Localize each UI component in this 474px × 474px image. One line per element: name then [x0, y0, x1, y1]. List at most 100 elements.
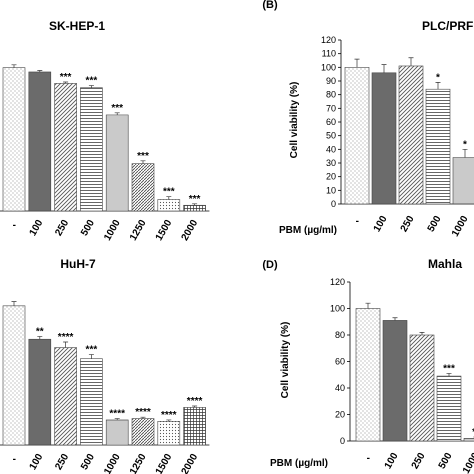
error-bar — [166, 419, 172, 422]
x-tick-label: 1000 — [102, 218, 123, 243]
error-bar — [63, 341, 69, 348]
bar — [183, 204, 206, 212]
y-tick-label: 110 — [322, 49, 336, 59]
x-tick-label: - — [13, 454, 16, 465]
x-tick-label: 1000 — [102, 452, 123, 474]
error-bar — [192, 203, 198, 206]
bar — [398, 65, 424, 205]
bar — [28, 338, 52, 446]
y-tick-label: 30 — [326, 158, 336, 168]
error-bar — [435, 82, 441, 90]
panel-mahla: (D) Mahla Cell viability (%) PBM (µg/ml)… — [262, 257, 474, 474]
bar — [382, 320, 408, 442]
x-tick-label: 1000 — [461, 451, 474, 474]
y-axis-label: Cell viability (%) — [280, 322, 291, 399]
x-tick-label: 250 — [53, 218, 71, 238]
y-tick-label: 20 — [335, 410, 345, 420]
panel-title: SK-HEP-1 — [49, 19, 105, 33]
y-tick-label: 60 — [326, 117, 336, 127]
x-tick-label: 2000 — [180, 452, 201, 474]
error-bar — [419, 332, 425, 335]
y-tick-label: 0 — [340, 436, 345, 446]
bar — [157, 199, 181, 212]
panel-sk-hep-1: SK-HEP-1 - 100 *** 250 *** 500 *** 1000 *** 1250 *… — [0, 19, 210, 243]
x-tick-label: 1500 — [154, 452, 175, 474]
error-bar — [408, 57, 414, 66]
bar — [105, 419, 129, 446]
y-tick-label: 0 — [331, 199, 336, 209]
x-tick-label: 250 — [410, 451, 428, 471]
significance-label: **** — [161, 410, 177, 421]
y-tick-label: 60 — [335, 357, 345, 367]
x-tick-label: 250 — [399, 214, 417, 234]
panel-title: PLC/PRF — [422, 19, 473, 33]
significance-label: *** — [443, 363, 455, 374]
error-bar — [37, 336, 43, 340]
y-tick-label: 40 — [326, 144, 336, 154]
x-tick-label: 250 — [53, 452, 71, 472]
x-tick-label: - — [367, 453, 370, 464]
error-bar — [192, 405, 198, 408]
y-tick-label: 100 — [330, 304, 345, 314]
bar — [463, 438, 474, 442]
bar — [436, 375, 462, 442]
x-tick-label: 100 — [372, 214, 390, 234]
y-tick-label: 80 — [326, 90, 336, 100]
error-bar — [37, 70, 43, 72]
y-tick-label: 120 — [330, 277, 345, 287]
bar — [409, 334, 435, 442]
significance-label: *** — [163, 187, 175, 198]
x-tick-label: 1250 — [128, 218, 149, 243]
x-tick-label: 2000 — [180, 218, 201, 243]
y-tick-label: 120 — [321, 35, 336, 45]
error-bar — [140, 160, 146, 164]
x-axis-label: PBM (µg/ml) — [279, 225, 337, 236]
bar — [2, 67, 26, 212]
error-bar — [381, 64, 387, 73]
y-tick-label: 80 — [335, 330, 345, 340]
bar — [28, 71, 52, 212]
significance-label: **** — [109, 409, 125, 420]
y-tick-label: 100 — [321, 62, 336, 72]
error-bar — [11, 301, 17, 306]
x-tick-label: 100 — [28, 452, 46, 472]
error-bar — [114, 112, 120, 115]
panel-letter: (D) — [262, 259, 278, 271]
bar — [452, 157, 474, 205]
y-tick-label: 90 — [326, 76, 336, 86]
x-tick-label: 1250 — [128, 452, 149, 474]
bar — [425, 88, 451, 205]
significance-label: *** — [60, 72, 72, 83]
error-bar — [114, 418, 120, 420]
panel-title: HuH-7 — [60, 257, 96, 271]
x-tick-label: 500 — [79, 452, 97, 472]
panel-title: Mahla — [428, 257, 462, 271]
bar — [131, 163, 155, 212]
significance-label: *** — [111, 103, 123, 114]
significance-label: *** — [189, 194, 201, 205]
significance-label: *** — [86, 345, 98, 356]
y-tick-label: 40 — [335, 383, 345, 393]
y-axis-label: Cell viability (%) — [289, 82, 300, 159]
bar — [54, 347, 77, 446]
error-bar — [365, 302, 371, 309]
bar — [80, 87, 103, 212]
error-bar — [11, 64, 17, 68]
x-tick-label: 100 — [28, 218, 46, 238]
bar — [2, 305, 26, 446]
error-bar — [392, 317, 398, 321]
panel-huh-7: HuH-7 - ** 100 **** 250 *** 500 **** 1000 **** 125… — [0, 257, 210, 474]
bar — [54, 83, 77, 212]
bar — [183, 407, 206, 446]
x-tick-label: 500 — [426, 214, 444, 234]
significance-label: * — [463, 139, 467, 150]
significance-label: *** — [137, 151, 149, 162]
y-tick-label: 10 — [326, 185, 336, 195]
significance-label: **** — [58, 332, 74, 343]
x-axis-label: PBM (µg/ml) — [270, 458, 328, 469]
bar — [157, 421, 181, 446]
significance-label: *** — [86, 76, 98, 87]
error-bar — [88, 354, 94, 359]
error-bar — [166, 196, 172, 200]
bar — [344, 67, 370, 205]
